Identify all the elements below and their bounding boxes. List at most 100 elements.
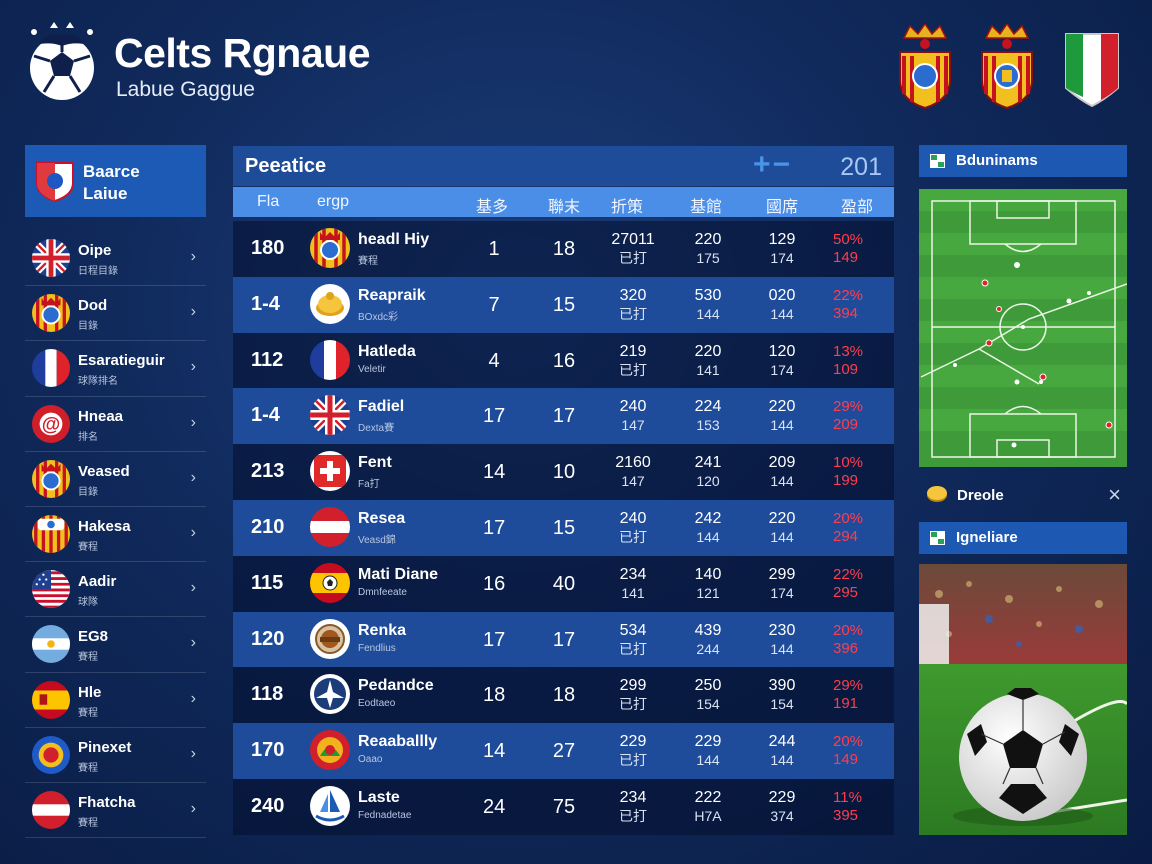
table-row[interactable]: 120 Renka Fendlius 17 17 534 已打 439 244 230 144 20%… xyxy=(233,611,894,668)
stat-cell: 129 174 xyxy=(757,231,807,267)
team-subtitle: Veletir xyxy=(358,363,386,375)
column-header[interactable]: 基多 xyxy=(476,199,509,216)
sidebar-header[interactable]: Baarce Laiue xyxy=(25,145,206,217)
stat-cell: 244 144 xyxy=(757,733,807,769)
team-name[interactable]: Pedandce xyxy=(358,677,434,695)
stat-value: 240 xyxy=(619,509,647,527)
sidebar-item[interactable]: Veased 目錄 › xyxy=(25,452,206,507)
standings-count: 201 xyxy=(840,153,882,181)
column-header[interactable]: 聯末 xyxy=(548,199,581,216)
stat-value: 534 xyxy=(619,621,647,639)
stat-cell: 320 已打 xyxy=(608,287,658,323)
chevron-right-icon[interactable]: › xyxy=(190,248,196,265)
table-row[interactable]: 118 Pedandce Eodtaeo 18 18 299 已打 250 154 390 154 2… xyxy=(233,667,894,724)
stat-value: 129 xyxy=(768,231,796,248)
percent-value: 22% xyxy=(833,565,864,583)
italy-flag-shield-icon[interactable] xyxy=(1064,30,1120,108)
sidebar-item[interactable]: Hakesa 賽程 › xyxy=(25,507,206,563)
stat-value: 229 xyxy=(694,733,722,751)
sidebar-item[interactable]: Pinexet 賽程 › xyxy=(25,728,206,783)
chevron-right-icon[interactable]: › xyxy=(190,579,196,597)
column-header[interactable]: ergp xyxy=(317,193,350,210)
favorite-row[interactable]: Dreole × xyxy=(919,481,1127,511)
stat-value: 020 xyxy=(768,286,796,304)
stat-value: 234 xyxy=(619,788,647,806)
team-rank: 170 xyxy=(251,739,285,762)
table-row[interactable]: 112 Hatleda Veletir 4 16 219 已打 220 141 120 174 13%… xyxy=(233,332,894,389)
team-name[interactable]: Reapraik xyxy=(358,286,426,304)
column-header[interactable]: 國席 xyxy=(766,199,799,216)
team-name[interactable]: Resea xyxy=(358,509,406,527)
spain-flag-icon xyxy=(32,680,70,719)
stat-subvalue: 174 xyxy=(770,361,794,378)
zoom-controls[interactable]: +− xyxy=(753,148,793,181)
table-row[interactable]: 240 Laste Fednadetae 24 75 234 已打 222 H7A 229 374 1… xyxy=(233,778,894,835)
stat-value: 299 xyxy=(619,677,647,695)
stat-subvalue: 已打 xyxy=(619,250,647,266)
sidebar-item[interactable]: Aadir 球隊 › xyxy=(25,562,206,618)
sidebar-item[interactable]: EG8 賽程 › xyxy=(25,617,206,673)
stat-value: 390 xyxy=(768,677,796,695)
sidebar-item[interactable]: Dod 目錄 › xyxy=(25,286,206,342)
sidebar-item-label: Veased xyxy=(78,462,130,480)
sidebar-item[interactable]: Hle 賽程 › xyxy=(25,673,206,728)
photo-panel-header[interactable]: Igneliare xyxy=(919,522,1127,554)
stat-subvalue: 144 xyxy=(770,473,794,490)
team-name[interactable]: Renka xyxy=(358,621,407,639)
percent-value: 29% xyxy=(833,677,864,695)
chevron-right-icon[interactable]: › xyxy=(190,634,196,652)
table-row[interactable]: 213 Fent Fa打 14 10 2160 147 241 120 209 144 10% 199 xyxy=(233,444,894,500)
football-pitch-map[interactable] xyxy=(919,189,1127,467)
chevron-right-icon[interactable]: › xyxy=(190,744,196,762)
sidebar-item[interactable]: Esaratieguir 球隊排名 › xyxy=(25,341,206,397)
chevron-right-icon[interactable]: › xyxy=(190,689,196,707)
stat-cell: 220 144 xyxy=(757,510,807,546)
chevron-right-icon[interactable]: › xyxy=(190,303,196,321)
chevron-right-icon[interactable]: › xyxy=(190,799,196,817)
team-name[interactable]: Reaaballly xyxy=(358,733,438,751)
sidebar-item[interactable]: @ Hneaa 排名 › xyxy=(25,397,206,452)
table-row[interactable]: 180 headl Hiy 賽程 1 18 27011 已打 220 175 129 174 50% 1… xyxy=(233,221,894,277)
percent-cell: 20% 294 xyxy=(833,510,863,546)
standings-header: Peeatice +− 201 xyxy=(233,146,894,186)
column-header[interactable]: 折策 xyxy=(611,199,644,216)
column-header[interactable]: 盈部 xyxy=(841,199,874,216)
table-row[interactable]: 1-4 Reapraik BOxdc彩 7 15 320 已打 530 144 020 144 22%… xyxy=(233,276,894,333)
club-crest-icon[interactable] xyxy=(896,24,954,110)
team-name[interactable]: Fadiel xyxy=(358,398,405,416)
table-row[interactable]: 170 Reaaballly Oaao 14 27 229 已打 229 144 244 144 20… xyxy=(233,723,894,779)
sidebar-item[interactable]: Oipe 日程目錄 › xyxy=(25,231,206,287)
pitch-panel-header[interactable]: Bduninams xyxy=(919,145,1127,177)
club-crest-icon[interactable] xyxy=(978,24,1036,110)
stat-value: 244 xyxy=(768,733,796,751)
table-row[interactable]: 115 Mati Diane Dmnfeeate 16 40 234 141 140 121 29… xyxy=(233,555,894,612)
played-count: 18 xyxy=(483,684,506,707)
table-row[interactable]: 210 Resea Veasd錦 17 15 240 已打 242 144 220 144 20% 29… xyxy=(233,499,894,556)
chevron-right-icon[interactable]: › xyxy=(190,523,196,541)
sidebar-item-label: Dod xyxy=(78,297,108,315)
close-icon[interactable]: × xyxy=(1108,482,1121,507)
team-name[interactable]: Fent xyxy=(358,454,392,472)
percent-subvalue: 149 xyxy=(833,249,859,266)
team-name[interactable]: headl Hiy xyxy=(358,231,430,248)
stat-value: 140 xyxy=(694,565,722,583)
stat-subvalue: 已打 xyxy=(619,752,647,769)
chevron-right-icon[interactable]: › xyxy=(190,468,196,486)
sidebar-item-label: Oipe xyxy=(78,242,112,259)
stat-subvalue: 147 xyxy=(621,473,645,490)
column-header[interactable]: Fla xyxy=(257,193,280,210)
percent-value: 29% xyxy=(833,398,864,416)
chevron-right-icon[interactable]: › xyxy=(190,358,196,376)
team-name[interactable]: Laste xyxy=(358,788,400,806)
stat-subvalue: H7A xyxy=(694,807,722,824)
stat-value: 220 xyxy=(768,398,796,416)
stat-value: 219 xyxy=(619,342,647,360)
sidebar-item[interactable]: Fhatcha 賽程 › xyxy=(25,783,206,839)
table-row[interactable]: 1-4 Fadiel Dexta賽 17 17 240 147 224 153 220 144 29%… xyxy=(233,388,894,445)
chevron-right-icon[interactable]: › xyxy=(190,413,196,431)
france-badge-icon xyxy=(310,339,350,380)
team-name[interactable]: Hatleda xyxy=(358,342,416,360)
team-subtitle: Fendlius xyxy=(358,642,396,654)
team-name[interactable]: Mati Diane xyxy=(358,565,439,583)
column-header[interactable]: 基館 xyxy=(690,199,723,216)
